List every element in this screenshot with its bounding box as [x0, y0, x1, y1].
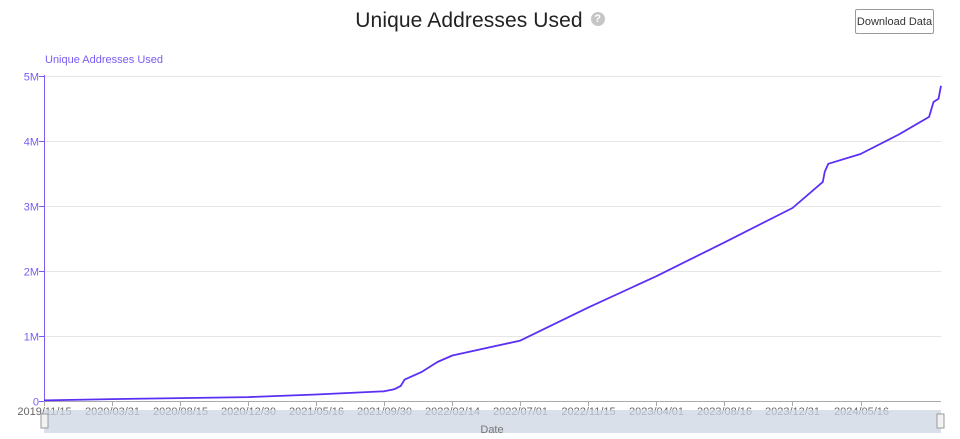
navigator-handle-right[interactable]	[936, 413, 945, 429]
series-group	[43, 85, 942, 402]
y-axis-title: Unique Addresses Used	[45, 54, 163, 66]
y-tick-label: 0	[33, 397, 39, 409]
y-axis-ticks: 0 1M 2M 3M 4M 5M	[24, 72, 44, 409]
navigator-track[interactable]	[44, 410, 941, 433]
y-tick-label: 3M	[24, 202, 39, 214]
chart-header: Unique Addresses Used? Download Data	[0, 0, 960, 48]
chart-title-row: Unique Addresses Used?	[0, 9, 960, 33]
navigator-handle-left[interactable]	[40, 413, 49, 429]
series-line	[43, 85, 942, 402]
download-data-button[interactable]: Download Data	[855, 9, 934, 34]
question-circle-icon[interactable]: ?	[590, 12, 605, 27]
x-axis-title: Date	[480, 424, 503, 436]
y-tick-label: 4M	[24, 137, 39, 149]
y-tick-label: 1M	[24, 332, 39, 344]
y-tick-label: 5M	[24, 72, 39, 84]
chart-title: Unique Addresses Used	[355, 9, 583, 32]
grid-lines	[44, 76, 941, 337]
y-tick-label: 2M	[24, 267, 39, 279]
range-navigator[interactable]	[40, 410, 945, 433]
